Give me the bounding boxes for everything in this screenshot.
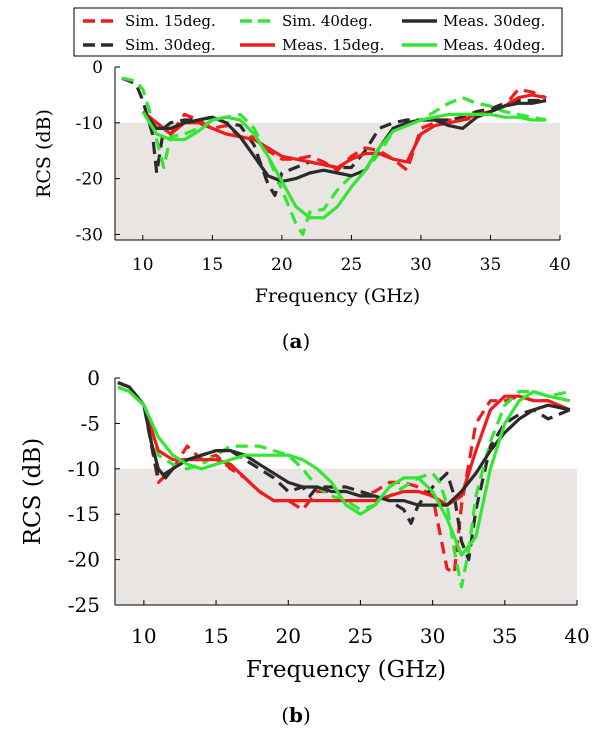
series-meas-30deg-b: [117, 381, 571, 507]
x-tick-label-35-a: 35: [480, 255, 502, 275]
y-axis-label-b: RCS (dB): [20, 438, 46, 546]
x-tick-label-40-b: 40: [564, 624, 589, 648]
y-tick-label-m15-b: -15: [68, 502, 100, 526]
x-tick-label-15-b: 15: [203, 624, 228, 648]
caption-a: (a): [282, 329, 311, 353]
legend-frame: [73, 7, 563, 57]
series-meas-40deg-a: [141, 110, 547, 220]
legend: Sim. 15deg. Sim. 40deg. Meas. 30deg. Sim…: [73, 7, 563, 57]
legend-label-meas-30: Meas. 30deg.: [443, 12, 545, 30]
legend-entry-meas-30: Meas. 30deg.: [402, 12, 545, 30]
x-tick-label-15-a: 15: [202, 255, 224, 275]
legend-entry-meas-15: Meas. 15deg.: [240, 36, 384, 54]
x-tick-label-10-a: 10: [132, 255, 154, 275]
x-tick-label-10-b: 10: [131, 624, 156, 648]
legend-label-meas-15: Meas. 15deg.: [282, 36, 384, 54]
series-sim-40deg-b: [117, 385, 571, 589]
x-tick-label-25-a: 25: [341, 255, 363, 275]
x-axis-label-b: Frequency (GHz): [246, 657, 446, 683]
y-tick-label-m20-a: -20: [76, 170, 103, 190]
series-sim-15deg-b: [117, 381, 571, 575]
legend-label-sim-40: Sim. 40deg.: [282, 12, 373, 30]
series-meas-40deg-b: [117, 385, 571, 557]
x-tick-label-40-a: 40: [549, 255, 571, 275]
x-tick-label-30-b: 30: [420, 624, 445, 648]
y-tick-label-0-a: 0: [92, 58, 103, 78]
legend-entry-sim-30: Sim. 30deg.: [83, 36, 216, 54]
caption-a-letter: a: [290, 329, 303, 353]
legend-entry-sim-40: Sim. 40deg.: [240, 12, 373, 30]
shaded-region-b: [115, 468, 577, 605]
caption-b: (b): [281, 703, 311, 727]
y-tick-label-0-b: 0: [87, 366, 100, 390]
y-axis-label-a: RCS (dB): [33, 109, 55, 198]
y-tick-label-m5-b: -5: [81, 411, 100, 435]
caption-b-letter: b: [289, 703, 303, 727]
y-tick-label-m30-a: -30: [76, 225, 103, 245]
legend-entry-sim-15: Sim. 15deg.: [83, 12, 216, 30]
series-meas-30deg-a: [141, 98, 547, 183]
legend-label-meas-40: Meas. 40deg.: [443, 36, 545, 54]
shaded-region-a: [115, 122, 560, 240]
x-tick-label-20-a: 20: [271, 255, 293, 275]
chart-panel-a: 10 15 20 25 30 35 40 0 -10 -20 -30 Frequency (GHz) R…: [33, 58, 571, 307]
legend-entry-meas-40: Meas. 40deg.: [402, 36, 545, 54]
y-tick-label-m20-b: -20: [68, 548, 100, 572]
x-axis-label-a: Frequency (GHz): [255, 285, 420, 307]
y-tick-label-m25-b: -25: [68, 593, 100, 617]
x-tick-label-30-a: 30: [410, 255, 432, 275]
chart-panel-b: 10 15 20 25 30 35 40 0 -5 -10 -15 -20 -25 Frequency (…: [20, 366, 590, 683]
series-sim-40deg-a: [121, 76, 547, 236]
y-tick-label-m10-a: -10: [76, 114, 103, 134]
legend-label-sim-15: Sim. 15deg.: [125, 12, 216, 30]
x-tick-label-35-b: 35: [492, 624, 517, 648]
y-tick-label-m10-b: -10: [68, 457, 100, 481]
x-tick-label-20-b: 20: [276, 624, 301, 648]
x-tick-label-25-b: 25: [348, 624, 373, 648]
legend-label-sim-30: Sim. 30deg.: [125, 36, 216, 54]
